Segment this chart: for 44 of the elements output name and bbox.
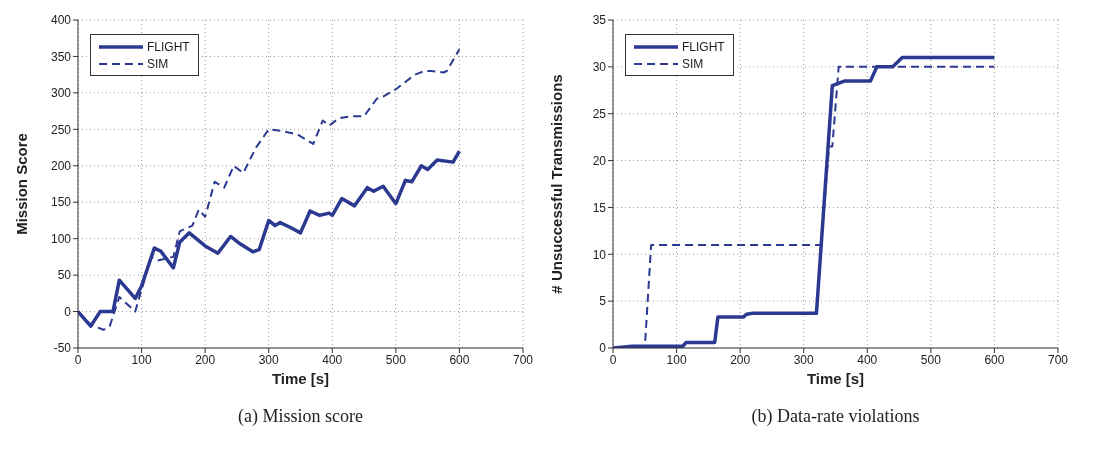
x-tick-label: 700 [512,352,534,367]
y-axis-title: Mission Score [13,133,31,235]
y-tick-label: -50 [53,341,72,356]
x-tick-label: 400 [322,352,343,367]
y-tick-label: 30 [592,60,607,75]
x-tick-label: 500 [385,352,407,367]
y-tick-label: 400 [50,13,72,28]
legend-label: FLIGHT [147,39,190,54]
y-tick-label: 35 [592,13,607,28]
y-tick-label: 350 [50,49,72,64]
x-tick-label: 600 [449,352,470,367]
legend-label: SIM [147,56,169,71]
y-tick-label: 200 [50,159,72,174]
y-tick-label: 5 [599,294,607,309]
x-tick-label: 200 [730,352,751,367]
y-tick-label: 10 [592,247,607,262]
x-tick-label: 300 [258,352,280,367]
x-tick-label: 300 [793,352,815,367]
y-tick-label: 50 [57,268,72,283]
x-axis-title: Time [s] [806,370,865,387]
x-tick-label: 0 [609,352,617,367]
x-tick-label: 600 [984,352,1005,367]
y-tick-label: 0 [599,341,607,356]
y-tick-label: 100 [50,231,72,246]
x-tick-label: 700 [1047,352,1069,367]
y-tick-label: 250 [50,122,72,137]
text: (a) Mission score [237,406,364,427]
x-tick-label: 100 [131,352,152,367]
y-tick-label: 25 [592,106,607,121]
y-axis-title: # Unsuccessful Transmissions [548,74,566,294]
x-axis-title: Time [s] [271,370,330,387]
text: (b) Data-rate violations [750,406,921,427]
y-tick-label: 300 [50,86,72,101]
y-tick-label: 150 [50,195,72,210]
legend-label: SIM [682,56,704,71]
legend-label: FLIGHT [682,39,725,54]
x-tick-label: 100 [666,352,687,367]
x-tick-label: 500 [920,352,942,367]
y-tick-label: 0 [64,304,72,319]
x-tick-label: 200 [195,352,216,367]
x-tick-label: 400 [857,352,878,367]
y-tick-label: 15 [592,200,607,215]
x-tick-label: 0 [74,352,82,367]
y-tick-label: 20 [592,153,607,168]
